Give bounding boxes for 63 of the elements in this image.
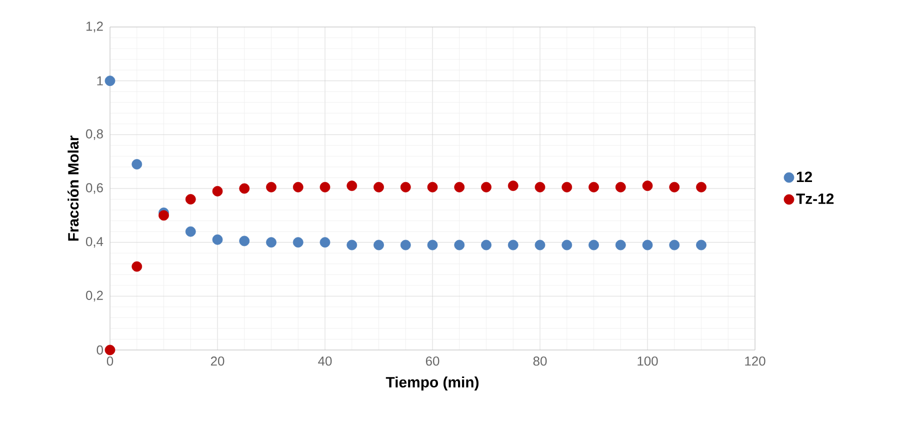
point [534, 182, 546, 192]
y-tick-label: 0,4 [86, 236, 104, 248]
x-tick-label: 80 [533, 356, 547, 366]
x-tick-label: 120 [745, 356, 766, 366]
y-axis-title: Fracción Molar [68, 136, 79, 241]
point [562, 182, 572, 192]
point [266, 182, 276, 192]
point [454, 240, 465, 250]
y-tick-label: 0,8 [86, 129, 103, 140]
point [185, 194, 196, 204]
point [696, 240, 706, 250]
y-tick-label: 0,2 [86, 290, 103, 302]
point [158, 210, 169, 221]
point [292, 237, 304, 248]
point [374, 240, 384, 250]
point [132, 159, 142, 170]
point [320, 182, 330, 192]
point [212, 234, 223, 245]
point [104, 76, 116, 86]
point [239, 236, 250, 246]
point [292, 182, 304, 192]
point [346, 240, 358, 250]
point [239, 183, 250, 194]
point [481, 240, 492, 250]
point [185, 226, 196, 237]
x-tick-label: 100 [638, 356, 658, 366]
point [588, 182, 599, 192]
point [427, 182, 438, 192]
y-tick-label: 1 [97, 76, 103, 86]
point [104, 344, 116, 356]
point [696, 182, 706, 192]
legend-label: Tz-12 [796, 193, 834, 204]
y-tick-label: 0 [96, 345, 103, 355]
point [481, 182, 492, 192]
point [508, 180, 518, 192]
point [615, 182, 626, 192]
point [534, 240, 546, 250]
x-tick-label: 60 [426, 356, 440, 366]
point [132, 261, 142, 272]
point [454, 182, 465, 192]
point [400, 240, 411, 250]
y-tick-label: 1,2 [86, 22, 103, 32]
x-tick-label: 40 [318, 356, 332, 366]
x-axis-title: Tiempo (min) [386, 376, 479, 390]
point [400, 182, 411, 192]
point [320, 237, 330, 248]
point [642, 240, 653, 250]
point [562, 240, 572, 250]
point [615, 240, 626, 250]
point [669, 182, 680, 192]
point [266, 237, 276, 248]
point [374, 182, 384, 192]
y-tick-label: 0,6 [86, 183, 103, 194]
point [212, 186, 223, 196]
point [588, 240, 599, 250]
point [642, 180, 653, 192]
point [669, 240, 680, 250]
legend-label: 12 [796, 172, 812, 182]
point [508, 240, 518, 250]
point [346, 180, 358, 192]
x-tick-label: 0 [106, 356, 114, 366]
point [427, 240, 438, 250]
x-tick-label: 20 [210, 356, 224, 366]
